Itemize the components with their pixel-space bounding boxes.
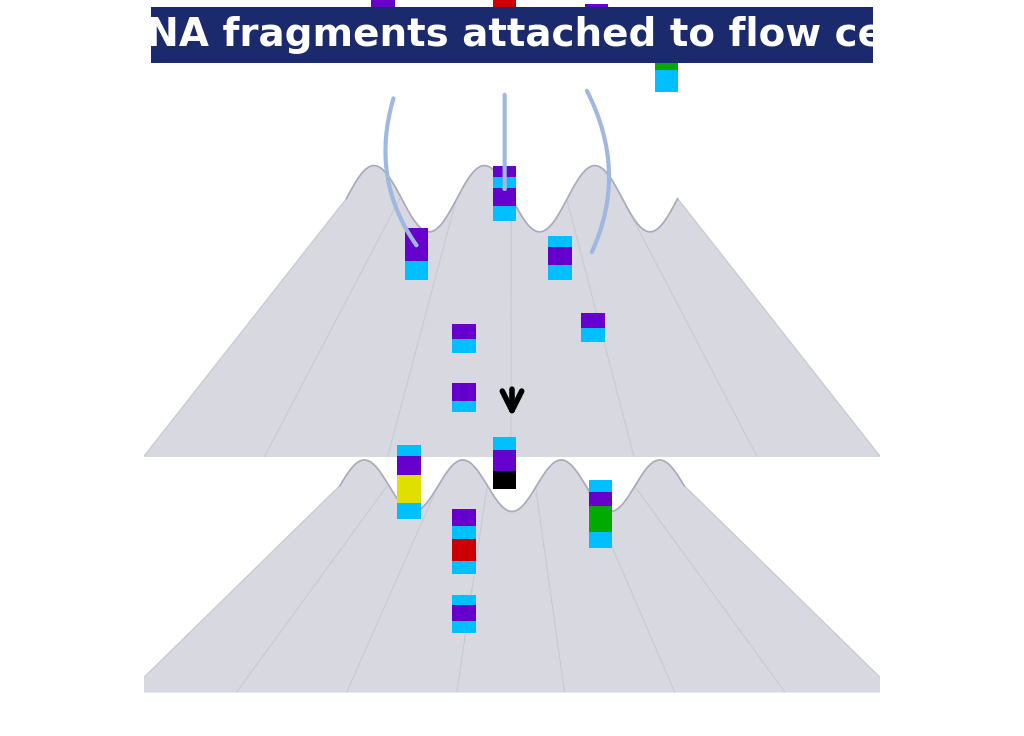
Bar	[404, 261, 428, 280]
Bar	[397, 445, 421, 456]
Bar	[493, 437, 516, 450]
Bar	[404, 228, 428, 239]
Bar	[372, 11, 395, 40]
Bar	[493, 177, 516, 188]
Bar	[582, 313, 605, 328]
FancyArrowPatch shape	[587, 91, 609, 252]
Bar	[493, 450, 516, 471]
FancyBboxPatch shape	[152, 7, 872, 63]
FancyArrowPatch shape	[385, 99, 417, 245]
Bar	[589, 492, 612, 506]
Bar	[493, 22, 516, 33]
Bar	[404, 239, 428, 261]
Bar	[453, 595, 476, 605]
Bar	[453, 621, 476, 633]
Bar	[453, 539, 476, 561]
Polygon shape	[129, 460, 895, 692]
Bar	[548, 247, 571, 265]
Bar	[397, 475, 421, 503]
Bar	[589, 532, 612, 548]
Bar	[493, 471, 516, 489]
Bar	[493, 166, 516, 177]
Bar	[585, 4, 608, 15]
Bar	[453, 383, 476, 401]
Polygon shape	[144, 166, 880, 456]
Bar	[453, 339, 476, 353]
Bar	[493, 206, 516, 221]
Bar	[453, 605, 476, 621]
Bar	[372, 40, 395, 59]
Bar	[372, 0, 395, 11]
Bar	[493, 0, 516, 22]
Bar	[397, 456, 421, 475]
Bar	[453, 401, 476, 412]
Bar	[582, 328, 605, 342]
Bar	[453, 561, 476, 574]
Bar	[654, 37, 678, 70]
Bar	[493, 188, 516, 206]
Text: DNA fragments attached to flow cell: DNA fragments attached to flow cell	[114, 15, 910, 54]
Bar	[453, 526, 476, 539]
Bar	[453, 509, 476, 526]
Bar	[585, 15, 608, 52]
Bar	[654, 70, 678, 92]
Bar	[453, 324, 476, 339]
Bar	[589, 506, 612, 532]
Bar	[589, 480, 612, 492]
Bar	[548, 236, 571, 247]
Bar	[548, 265, 571, 280]
Bar	[397, 503, 421, 519]
